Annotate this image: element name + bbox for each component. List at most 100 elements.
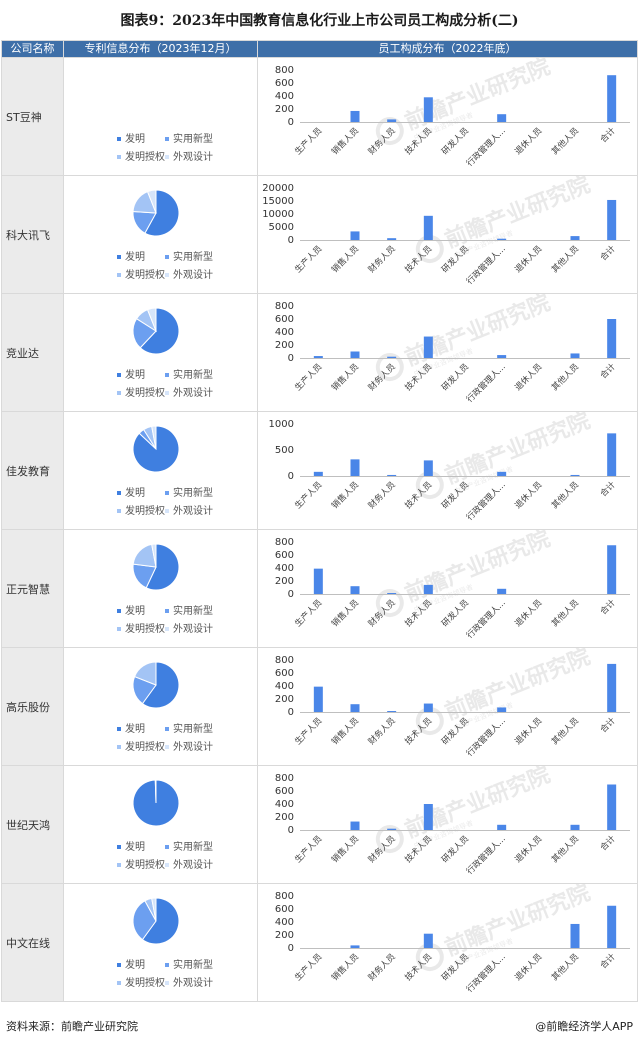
staff-bar [607, 663, 617, 712]
pie-slice [139, 307, 180, 355]
x-tick-label: 合计 [598, 243, 618, 263]
legend-marker [165, 745, 169, 749]
legend-marker [117, 627, 121, 631]
pie-slice [151, 543, 157, 568]
x-tick-label: 生产人员 [293, 597, 325, 629]
source-note: 资料来源：前瞻产业研究院 [6, 1020, 138, 1033]
patent-pie-cell: 发明 实用新型 发明授权 外观设计 [63, 647, 258, 766]
x-tick-label: 生产人员 [293, 125, 325, 157]
pie-slice [144, 189, 180, 237]
x-tick-label: 退休人员 [513, 951, 545, 983]
staff-bar [570, 923, 580, 948]
x-tick-label: 其他人员 [549, 833, 581, 865]
staff-bar [313, 568, 323, 594]
staff-bar [497, 355, 507, 358]
x-tick-label: 其他人员 [549, 243, 581, 275]
x-tick-label: 退休人员 [513, 479, 545, 511]
x-tick-label: 销售人员 [329, 597, 361, 629]
pie-slice [145, 543, 180, 591]
company-row: 佳发教育 发明 实用新型 发明授权 外观设计 前瞻产业研究院 中国产业咨询领导者 0 500 10… [1, 411, 638, 530]
watermark-logo [375, 825, 404, 854]
staff-bar [423, 336, 433, 358]
y-tick-label: 200 [275, 930, 294, 941]
y-tick-label: 600 [275, 786, 294, 797]
legend-marker [117, 373, 121, 377]
y-tick-label: 800 [275, 773, 294, 784]
patent-pie-cell: 发明 实用新型 发明授权 外观设计 [63, 175, 258, 294]
y-tick-label: 800 [275, 65, 294, 76]
x-tick-label: 销售人员 [329, 479, 361, 511]
staff-bar [387, 238, 397, 240]
x-tick-label: 销售人员 [329, 715, 361, 747]
staff-bar-cell: 前瞻产业研究院 中国产业咨询领导者 0 200 400 600 800 生产人员 销售人员 财务人… [257, 765, 638, 884]
pie-slice [133, 661, 157, 686]
x-tick-label: 生产人员 [293, 951, 325, 983]
patent-pie-cell: 发明 实用新型 发明授权 外观设计 [63, 765, 258, 884]
company-row: 科大讯飞 发明 实用新型 发明授权 外观设计 前瞻产业研究院 中国产业咨询领导者 0 5000 1… [1, 175, 638, 294]
y-tick-label: 10000 [262, 209, 294, 220]
legend-marker [117, 981, 121, 985]
y-tick-label: 600 [275, 904, 294, 915]
x-tick-label: 退休人员 [513, 833, 545, 865]
staff-bar [497, 824, 507, 830]
pie-slice [141, 897, 180, 945]
brand-note: @前瞻经济学人APP [535, 1020, 633, 1033]
staff-bar [570, 236, 580, 240]
x-tick-label: 其他人员 [549, 361, 581, 393]
legend-label: 发明授权 [125, 976, 165, 989]
x-tick-label: 销售人员 [329, 361, 361, 393]
legend-label: 实用新型 [173, 958, 213, 971]
x-tick-label: 财务人员 [366, 715, 398, 747]
company-row: 正元智慧 发明 实用新型 发明授权 外观设计 前瞻产业研究院 中国产业咨询领导者 0 200 40… [1, 529, 638, 648]
x-tick-label: 其他人员 [549, 125, 581, 157]
patent-pie-cell: 发明 实用新型 发明授权 外观设计 [63, 883, 258, 1002]
staff-bar [350, 231, 360, 240]
header-staff: 员工构成分布（2022年底） [257, 40, 638, 58]
header-patent: 专利信息分布（2023年12月） [63, 40, 258, 58]
legend-marker [165, 727, 169, 731]
legend-label: 发明授权 [125, 386, 165, 399]
legend-marker [117, 609, 121, 613]
x-tick-label: 合计 [598, 715, 618, 735]
y-tick-label: 0 [288, 471, 294, 482]
staff-bar [387, 593, 397, 594]
company-name: 佳发教育 [1, 411, 64, 530]
y-tick-label: 0 [288, 589, 294, 600]
x-tick-label: 其他人员 [549, 597, 581, 629]
y-tick-label: 800 [275, 537, 294, 548]
y-tick-label: 400 [275, 917, 294, 928]
legend-marker [117, 255, 121, 259]
staff-bar [497, 238, 507, 240]
staff-bar [350, 459, 360, 476]
watermark-text: 前瞻产业研究院 [401, 294, 554, 371]
legend-label: 外观设计 [173, 386, 213, 399]
company-name: 高乐股份 [1, 647, 64, 766]
legend-label: 实用新型 [173, 486, 213, 499]
staff-bar [313, 471, 323, 476]
x-tick-label: 合计 [598, 951, 618, 971]
y-tick-label: 0 [288, 235, 294, 246]
x-tick-label: 生产人员 [293, 479, 325, 511]
patent-pie-cell: 发明 实用新型 发明授权 外观设计 [63, 57, 258, 176]
staff-bar [423, 584, 433, 594]
x-tick-label: 合计 [598, 597, 618, 617]
y-tick-label: 200 [275, 104, 294, 115]
y-tick-label: 0 [288, 943, 294, 954]
legend-label: 发明 [125, 250, 145, 263]
staff-bar [497, 707, 507, 712]
staff-bar [313, 356, 323, 358]
legend-marker [165, 627, 169, 631]
x-tick-label: 退休人员 [513, 715, 545, 747]
x-tick-label: 退休人员 [513, 125, 545, 157]
patent-pie-cell: 发明 实用新型 发明授权 外观设计 [63, 529, 258, 648]
staff-bar [607, 905, 617, 948]
legend-marker [117, 273, 121, 277]
legend-marker [165, 509, 169, 513]
watermark-text: 前瞻产业研究院 [441, 648, 594, 725]
y-tick-label: 800 [275, 655, 294, 666]
